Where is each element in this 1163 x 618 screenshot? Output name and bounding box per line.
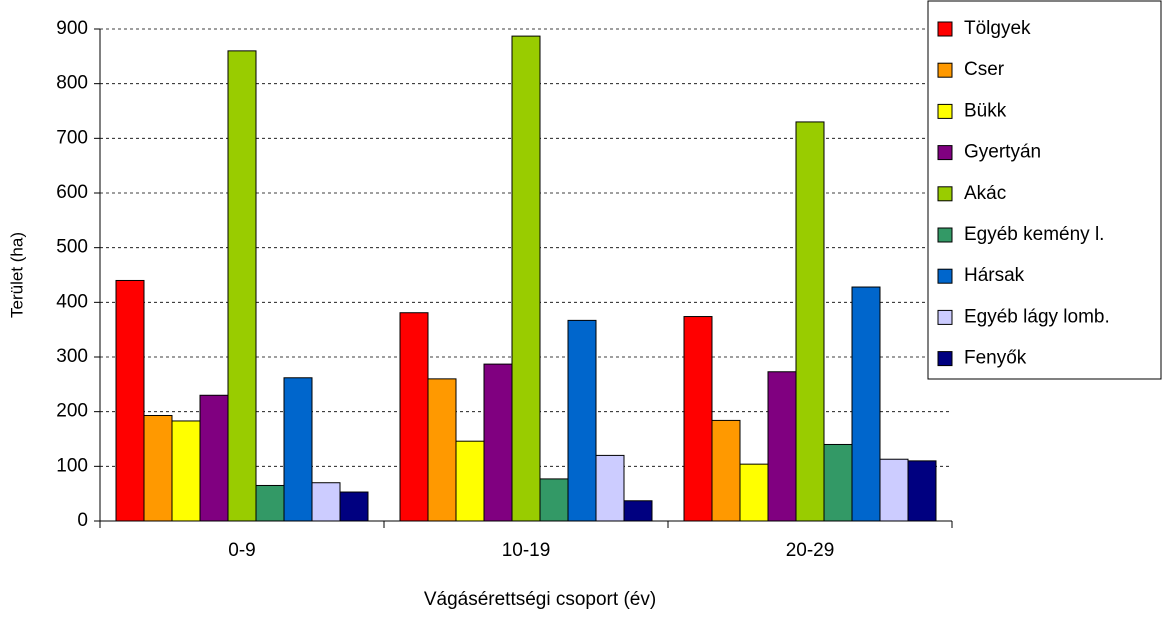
legend-box	[927, 0, 1162, 380]
legend-swatch	[937, 227, 953, 243]
bar	[399, 312, 429, 522]
legend-label: Cser	[964, 59, 1005, 80]
legend-swatch	[937, 21, 953, 37]
legend-label: Egyéb kemény l.	[964, 224, 1104, 245]
bar	[455, 440, 485, 522]
y-tick-label: 500	[56, 237, 88, 258]
legend-label: Fenyők	[964, 348, 1027, 369]
y-tick-label: 700	[56, 127, 88, 148]
bar	[427, 378, 457, 522]
legend-label: Tölgyek	[964, 18, 1031, 39]
x-tick-label: 10-19	[502, 540, 551, 561]
legend-swatch	[937, 186, 953, 202]
legend-label: Hársak	[964, 265, 1025, 286]
bar	[483, 363, 513, 522]
bar	[711, 419, 741, 522]
y-tick-label: 600	[56, 182, 88, 203]
y-tick-label: 800	[56, 73, 88, 94]
bar	[795, 121, 825, 522]
y-tick-label: 100	[56, 455, 88, 476]
bar	[283, 377, 313, 522]
legend-label: Egyéb lágy lomb.	[964, 306, 1110, 327]
bar	[227, 50, 257, 522]
bar	[199, 394, 229, 522]
legend-label: Bükk	[964, 100, 1007, 121]
x-tick-label: 0-9	[228, 540, 255, 561]
bar	[539, 478, 569, 522]
bar	[567, 319, 597, 522]
bar	[171, 420, 201, 522]
bar	[623, 500, 653, 522]
x-axis-title: Vágásérettségi csoport (év)	[424, 589, 656, 610]
legend: Tölgyek Cser Bükk Gyertyán Akác Egyéb kemény …	[927, 0, 1162, 380]
bar	[767, 371, 797, 522]
legend-swatch	[937, 309, 953, 325]
bar	[143, 414, 173, 522]
x-tick-label: 20-29	[786, 540, 835, 561]
legend-swatch	[937, 145, 953, 161]
bar	[879, 458, 909, 522]
legend-label: Gyertyán	[964, 142, 1041, 163]
y-axis-title: Terület (ha)	[7, 232, 26, 318]
bar	[823, 443, 853, 522]
legend-label: Akác	[964, 183, 1006, 204]
bar	[115, 279, 145, 522]
bar	[311, 482, 341, 522]
bar	[851, 286, 881, 522]
legend-swatch	[937, 62, 953, 78]
bar	[595, 454, 625, 522]
bar	[511, 35, 541, 522]
bar	[255, 484, 285, 522]
legend-swatch	[937, 103, 953, 119]
y-tick-label: 200	[56, 401, 88, 422]
y-tick-label: 900	[56, 18, 88, 39]
y-tick-label: 400	[56, 291, 88, 312]
legend-swatch	[937, 351, 953, 367]
bar	[907, 460, 937, 522]
y-tick-label: 300	[56, 346, 88, 367]
bar	[739, 463, 769, 522]
y-tick-label: 0	[77, 510, 88, 531]
bar	[339, 491, 369, 522]
bar	[683, 316, 713, 522]
legend-swatch	[937, 268, 953, 284]
